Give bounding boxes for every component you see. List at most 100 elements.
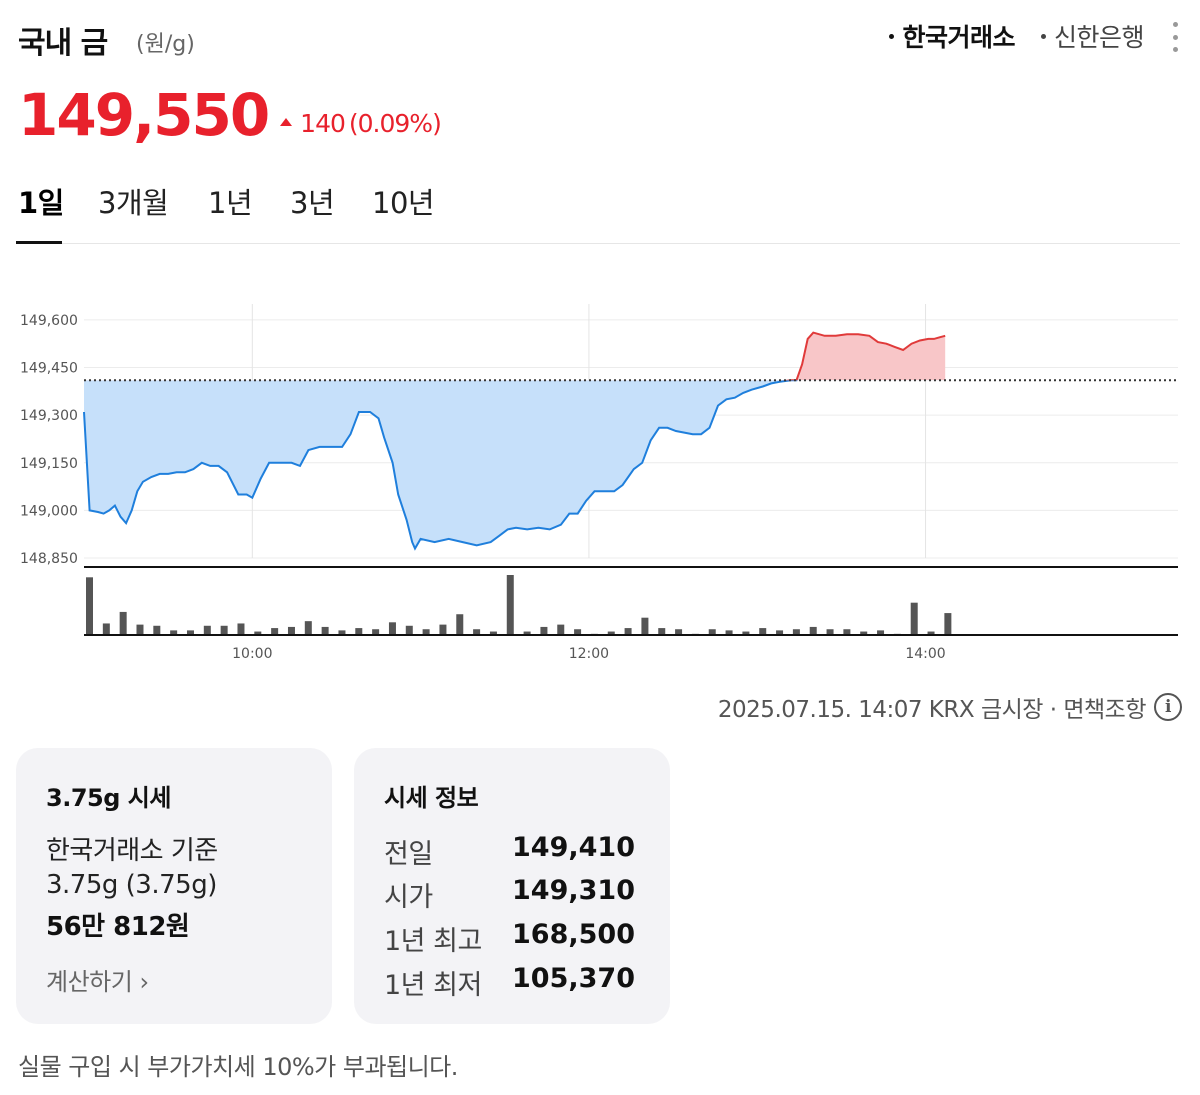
volume-bar — [826, 629, 834, 635]
volume-bar — [203, 625, 211, 635]
source-tab-label: 신한은행 — [1053, 23, 1145, 52]
volume-bar — [321, 626, 329, 635]
volume-bar — [809, 626, 817, 635]
volume-bar — [506, 575, 514, 635]
volume-bar — [641, 617, 649, 635]
price-unit: (원/g) — [136, 32, 195, 57]
x-tick-label: 10:00 — [232, 646, 272, 662]
info-value: 105,370 — [512, 963, 635, 994]
area-below-baseline — [84, 380, 946, 549]
volume-bar — [338, 630, 346, 635]
volume-bar — [759, 628, 767, 635]
volume-bar — [843, 629, 851, 635]
tab-10y[interactable]: 10년 — [372, 186, 435, 220]
quote-info-card: 시세 정보 전일 149,410 시가 149,310 1년 최고 168,50… — [354, 748, 670, 1024]
vat-note: 실물 구입 시 부가가치세 10%가 부과됩니다. — [18, 1053, 458, 1081]
volume-bar — [220, 625, 228, 635]
y-tick-label: 149,600 — [20, 313, 78, 329]
volume-bar — [658, 628, 666, 635]
info-icon[interactable]: i — [1154, 693, 1182, 721]
info-label: 시가 — [384, 882, 433, 913]
source-tab-shinhan[interactable]: 신한은행 — [1040, 18, 1145, 54]
unit-amount: 56만 812원 — [46, 912, 190, 942]
change-amount: 140 — [300, 109, 346, 138]
footnote-text: 2025.07.15. 14:07 KRX 금시장 · 면책조항 — [717, 697, 1147, 723]
volume-bar — [574, 629, 582, 635]
info-value: 149,310 — [512, 875, 635, 906]
tab-3y[interactable]: 3년 — [290, 186, 335, 220]
volume-bar — [725, 630, 733, 635]
x-tick-label: 12:00 — [569, 646, 609, 662]
volume-bar — [860, 631, 868, 635]
volume-bar — [355, 628, 363, 635]
volume-bar — [742, 631, 750, 635]
info-label: 1년 최고 — [384, 926, 482, 957]
volume-bar — [439, 624, 447, 635]
up-triangle-icon — [280, 117, 293, 126]
info-row-52w-high: 1년 최고 168,500 — [384, 919, 654, 957]
active-tab-underline — [16, 241, 62, 244]
quote-info-card-title: 시세 정보 — [384, 784, 479, 812]
volume-bar — [776, 630, 784, 635]
volume-bar — [170, 630, 178, 635]
volume-bar — [372, 629, 380, 635]
volume-bar — [237, 623, 245, 635]
y-tick-label: 149,300 — [20, 408, 78, 424]
volume-bar — [489, 631, 497, 635]
footnote: 2025.07.15. 14:07 KRX 금시장 · 면책조항 i — [718, 690, 1182, 724]
price-chart[interactable]: 149,600 149,450 149,300 149,150 149,000 148,8… — [0, 280, 1200, 680]
info-row-52w-low: 1년 최저 105,370 — [384, 963, 654, 1001]
info-value: 149,410 — [512, 832, 635, 863]
volume-bar — [405, 625, 413, 635]
volume-bar — [523, 631, 531, 635]
volume-bar — [944, 613, 952, 635]
calculate-link[interactable]: 계산하기 › — [46, 968, 149, 996]
price-change: 140 (0.09%) — [280, 109, 442, 138]
volume-bar — [557, 624, 565, 635]
volume-bar — [254, 631, 262, 635]
volume-bar — [877, 630, 885, 635]
volume-bar — [675, 629, 683, 635]
y-tick-label: 149,450 — [20, 361, 78, 377]
unit-basis: 한국거래소 기준 — [46, 836, 218, 866]
tab-1d[interactable]: 1일 — [18, 186, 64, 220]
volume-bar — [86, 577, 93, 635]
volume-bar — [388, 622, 396, 635]
volume-bar — [624, 628, 632, 635]
price-line-below — [83, 380, 798, 551]
tab-3m[interactable]: 3개월 — [98, 186, 169, 220]
price-line-above — [783, 331, 946, 381]
period-tabs: 1일 3개월 1년 3년 10년 — [16, 174, 1180, 244]
volume-bar — [136, 624, 144, 635]
volume-bar — [792, 629, 800, 635]
volume-bar — [153, 625, 161, 635]
more-vertical-icon[interactable] — [1170, 22, 1180, 52]
volume-bar — [927, 631, 935, 635]
volume-bar — [910, 602, 918, 635]
volume-bar — [456, 614, 464, 635]
source-tab-krx[interactable]: 한국거래소 — [889, 18, 1015, 54]
volume-bar — [540, 626, 548, 635]
info-row-open: 시가 149,310 — [384, 875, 654, 913]
source-tabs: 한국거래소 신한은행 — [889, 18, 1145, 54]
volume-bar — [287, 626, 295, 635]
area-above-baseline — [796, 332, 946, 381]
tab-1y[interactable]: 1년 — [208, 186, 253, 220]
volume-bar — [304, 621, 312, 635]
volume-bar — [607, 631, 615, 635]
volume-bar — [473, 629, 481, 635]
header: 국내 금 (원/g) 한국거래소 신한은행 — [18, 14, 1182, 64]
volume-bar — [708, 629, 716, 635]
info-row-prev-close: 전일 149,410 — [384, 832, 654, 870]
volume-bar — [119, 611, 127, 635]
y-tick-label: 149,000 — [20, 503, 78, 519]
info-value: 168,500 — [512, 919, 635, 950]
volume-bar — [102, 623, 110, 635]
y-tick-label: 148,850 — [20, 551, 78, 567]
unit-price-card-title: 3.75g 시세 — [46, 784, 171, 812]
info-label: 1년 최저 — [384, 970, 482, 1001]
info-label: 전일 — [384, 839, 433, 870]
bullet-icon — [889, 33, 895, 39]
source-tab-label: 한국거래소 — [902, 23, 1015, 52]
page-title: 국내 금 — [18, 26, 108, 61]
